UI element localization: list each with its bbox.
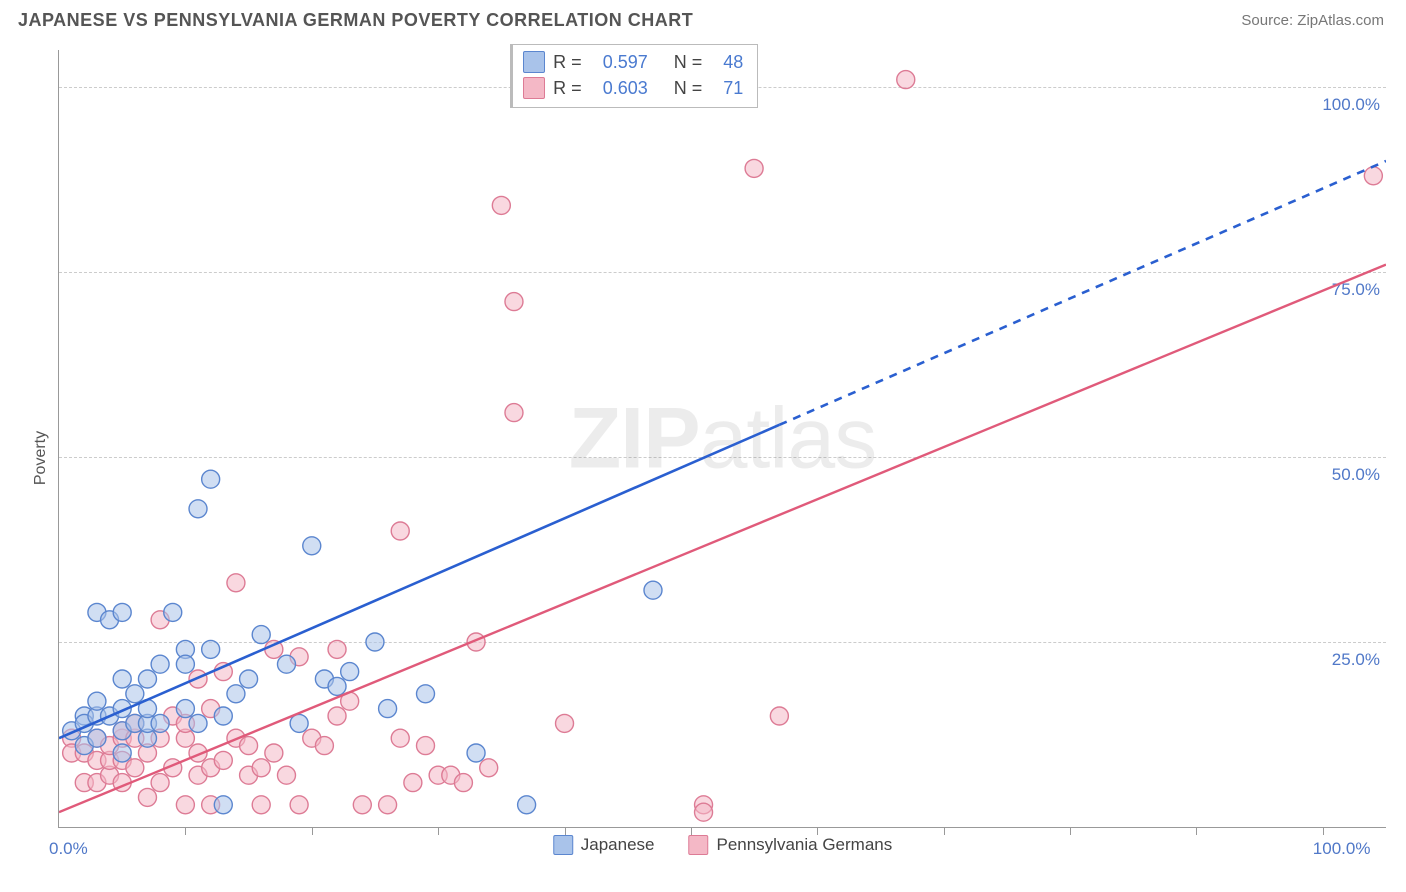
swatch-penn-germans-icon — [523, 77, 545, 99]
legend-item-penn-germans: Pennsylvania Germans — [688, 835, 892, 855]
swatch-japanese-icon — [553, 835, 573, 855]
y-tick-label: 25.0% — [1332, 650, 1380, 670]
y-tick-label: 100.0% — [1322, 95, 1380, 115]
swatch-japanese-icon — [523, 51, 545, 73]
chart-container: Poverty ZIPatlas R = 0.597 N = 48 R = 0.… — [18, 44, 1386, 872]
x-tick — [1070, 827, 1071, 835]
y-tick-label: 50.0% — [1332, 465, 1380, 485]
stats-row-japanese: R = 0.597 N = 48 — [523, 49, 743, 75]
legend-label: Pennsylvania Germans — [716, 835, 892, 855]
legend-label: Japanese — [581, 835, 655, 855]
source-attribution: Source: ZipAtlas.com — [1241, 12, 1384, 29]
legend-item-japanese: Japanese — [553, 835, 655, 855]
x-tick-label: 100.0% — [1313, 839, 1371, 859]
x-tick — [565, 827, 566, 835]
x-tick-label: 0.0% — [49, 839, 88, 859]
gridline — [59, 642, 1386, 643]
plot-area: ZIPatlas R = 0.597 N = 48 R = 0.603 N = … — [58, 50, 1386, 828]
y-axis-label: Poverty — [32, 431, 50, 485]
x-tick — [1323, 827, 1324, 835]
swatch-penn-germans-icon — [688, 835, 708, 855]
watermark: ZIPatlas — [569, 389, 876, 488]
chart-svg-layer — [59, 50, 1386, 827]
legend: Japanese Pennsylvania Germans — [553, 835, 893, 855]
x-tick — [1196, 827, 1197, 835]
y-tick-label: 75.0% — [1332, 280, 1380, 300]
x-tick — [185, 827, 186, 835]
x-tick — [691, 827, 692, 835]
chart-title: JAPANESE VS PENNSYLVANIA GERMAN POVERTY … — [18, 10, 693, 31]
correlation-stats-box: R = 0.597 N = 48 R = 0.603 N = 71 — [510, 44, 758, 108]
x-tick — [944, 827, 945, 835]
gridline — [59, 457, 1386, 458]
gridline — [59, 272, 1386, 273]
x-tick — [438, 827, 439, 835]
x-tick — [817, 827, 818, 835]
x-tick — [312, 827, 313, 835]
stats-row-penn-germans: R = 0.603 N = 71 — [523, 75, 743, 101]
